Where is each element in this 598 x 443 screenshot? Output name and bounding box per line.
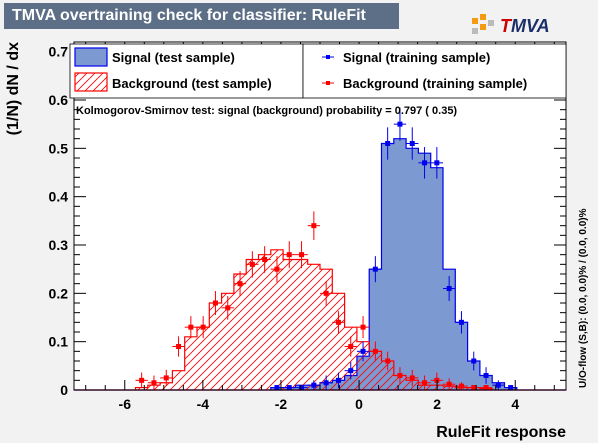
background-train-point [381, 351, 394, 371]
points-layer [135, 107, 517, 391]
tmva-logo-icon [472, 14, 494, 34]
y-tick-label: 0.2 [49, 285, 69, 301]
x-tick-label: 0 [355, 396, 363, 412]
signal-train-point [467, 351, 480, 371]
signal-train-point [344, 361, 357, 380]
signal-train-point [283, 385, 296, 391]
x-tick-label: -4 [197, 396, 210, 412]
background-train-point [160, 369, 173, 387]
background-train-point [332, 311, 345, 334]
y-tick-label: 0.1 [49, 334, 69, 350]
x-tick-label: 4 [511, 396, 519, 412]
background-train-point [172, 336, 185, 357]
x-tick-label: -2 [275, 396, 288, 412]
signal-train-point [418, 147, 431, 179]
x-tick-label: 2 [433, 396, 441, 412]
background-train-point [320, 281, 333, 306]
legend-box-left [69, 43, 304, 99]
tmva-logo-mva: MVA [511, 16, 550, 36]
signal-train-point [443, 276, 456, 301]
signal-train-point [295, 385, 308, 391]
background-train-point [356, 316, 370, 339]
legend-swatch-signal-test [74, 47, 108, 67]
y-tick-label: 0 [60, 382, 68, 398]
legend-box-right [302, 43, 567, 99]
background-train-point [197, 316, 210, 339]
y-tick-label: 0.6 [49, 92, 69, 108]
signal-train-point [393, 107, 407, 141]
background-train-point [393, 367, 407, 384]
background-train-point [295, 241, 308, 269]
legend-marker-background-train [322, 81, 334, 85]
signal-train-point [307, 380, 320, 390]
signal-train-point [455, 311, 468, 334]
background-train-point [344, 336, 357, 357]
signal-train-point [492, 380, 505, 390]
tmva-logo-t: T [500, 16, 513, 36]
background-train-point [283, 241, 296, 269]
y-tick-label: 0.7 [49, 44, 69, 60]
background-train-point [479, 385, 493, 391]
ks-test-text: Kolmogorov-Smirnov test: signal (backgro… [76, 105, 457, 117]
x-axis-title: RuleFit response [436, 424, 566, 441]
background-train-point [233, 271, 247, 297]
signal-train-point [381, 127, 394, 160]
background-train-point [184, 316, 197, 339]
y-axis-title: (1/N) dN / dx [5, 42, 22, 135]
signal-train-point [356, 341, 370, 362]
legend-label-background-train: Background (training sample) [343, 76, 527, 91]
background-train-point [406, 369, 419, 387]
signal-train-point [479, 367, 493, 384]
background-train-point [455, 382, 468, 390]
y-tick-label: 0.5 [49, 140, 69, 156]
background-train-point [221, 296, 234, 320]
chart-title: TMVA overtraining check for classifier: … [4, 3, 399, 29]
y-tick-label: 0.4 [49, 189, 69, 205]
axes-layer: -6 -4 -2 0 2 4 0 0.1 0.2 0.3 0.4 0.5 0.6 0.7 [49, 42, 566, 412]
background-train-point [246, 251, 259, 278]
signal-train-point [369, 256, 382, 283]
signal-train-point [332, 372, 345, 389]
background-train-point [307, 211, 320, 240]
signal-train-point [406, 127, 419, 160]
overflow-text: U/O-flow (S,B): (0.0, 0.0)% / (0.0, 0.0)… [578, 208, 589, 388]
x-tick-label: -6 [119, 396, 132, 412]
signal-train-point [430, 147, 443, 179]
background-train-point [270, 256, 284, 283]
background-train-point [369, 341, 382, 362]
background-train-point [467, 385, 480, 391]
background-train-point [418, 375, 431, 390]
legend-marker-signal-train [322, 55, 334, 59]
background-train-point [443, 378, 456, 390]
tmva-logo: T MVA [472, 14, 550, 36]
background-train-point [135, 372, 148, 389]
signal-train-point [320, 375, 333, 390]
legend-label-signal-test: Signal (test sample) [112, 50, 235, 65]
y-tick-label: 0.3 [49, 237, 69, 253]
legend-label-signal-train: Signal (training sample) [343, 50, 490, 65]
background-train-point [147, 375, 161, 390]
background-train-point [258, 246, 271, 273]
background-train-point [209, 291, 222, 315]
legend-label-background-test: Background (test sample) [112, 76, 272, 91]
legend-swatch-background-test [74, 72, 108, 92]
